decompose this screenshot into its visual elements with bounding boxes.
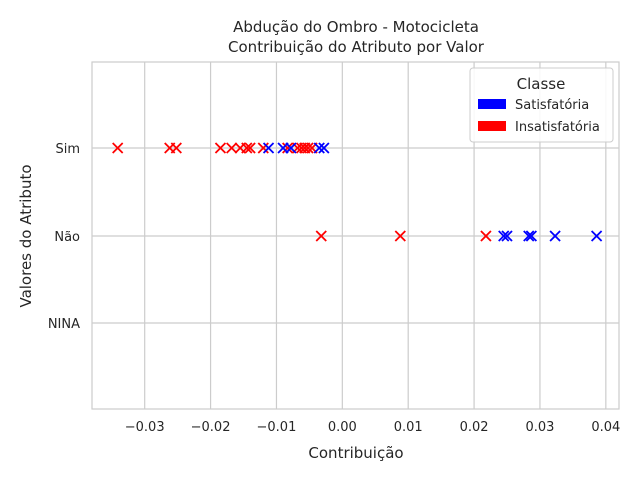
data-point	[523, 230, 535, 242]
legend: Classe Satisfatória Insatisfatória	[469, 67, 614, 143]
data-points	[112, 142, 603, 242]
data-point	[257, 142, 269, 154]
data-point	[226, 142, 238, 154]
chart-title-line1: Abdução do Ombro - Motocicleta	[233, 18, 479, 36]
y-tick-labels: Sim Não NINA	[48, 142, 80, 332]
data-point	[214, 142, 227, 154]
x-tick-label: 0.04	[591, 420, 620, 435]
data-point	[590, 230, 603, 242]
x-tick-label: −0.01	[257, 420, 297, 435]
data-point	[112, 142, 124, 154]
data-point	[549, 230, 561, 242]
data-point	[244, 142, 256, 154]
legend-label-satisfatoria: Satisfatória	[515, 98, 589, 113]
x-axis-label: Contribuição	[308, 444, 403, 462]
data-point	[170, 142, 182, 154]
legend-label-insatisfatoria: Insatisfatória	[515, 120, 600, 135]
data-point	[525, 230, 538, 242]
data-point	[282, 142, 294, 154]
y-tick-label: Não	[54, 230, 80, 245]
data-point	[285, 142, 297, 154]
data-point	[480, 230, 492, 242]
plot-frame	[91, 61, 620, 410]
x-tick-label: −0.02	[191, 420, 231, 435]
data-point	[394, 230, 406, 242]
x-tick-label: 0.01	[394, 420, 423, 435]
legend-swatch-insatisfatoria	[478, 121, 506, 131]
y-axis-label: Valores do Atributo	[17, 164, 35, 307]
data-point	[302, 142, 314, 154]
legend-swatch-satisfatoria	[478, 99, 506, 109]
x-tick-labels: −0.03 −0.02 −0.01 0.00 0.01 0.02 0.03 0.04	[125, 420, 621, 435]
data-point	[262, 142, 275, 154]
data-point	[241, 142, 253, 154]
data-point	[313, 142, 325, 154]
chart-title-line2: Contribuição do Atributo por Valor	[228, 38, 485, 56]
y-tick-label: NINA	[48, 317, 80, 332]
data-point	[318, 142, 330, 154]
data-point	[498, 230, 510, 242]
data-point	[315, 230, 327, 242]
x-tick-label: 0.00	[328, 420, 357, 435]
x-tick-label: −0.03	[125, 420, 165, 435]
data-point	[501, 230, 513, 242]
x-tick-label: 0.03	[525, 420, 554, 435]
legend-title: Classe	[517, 75, 566, 93]
x-tick-label: 0.02	[460, 420, 489, 435]
y-tick-label: Sim	[55, 142, 80, 157]
